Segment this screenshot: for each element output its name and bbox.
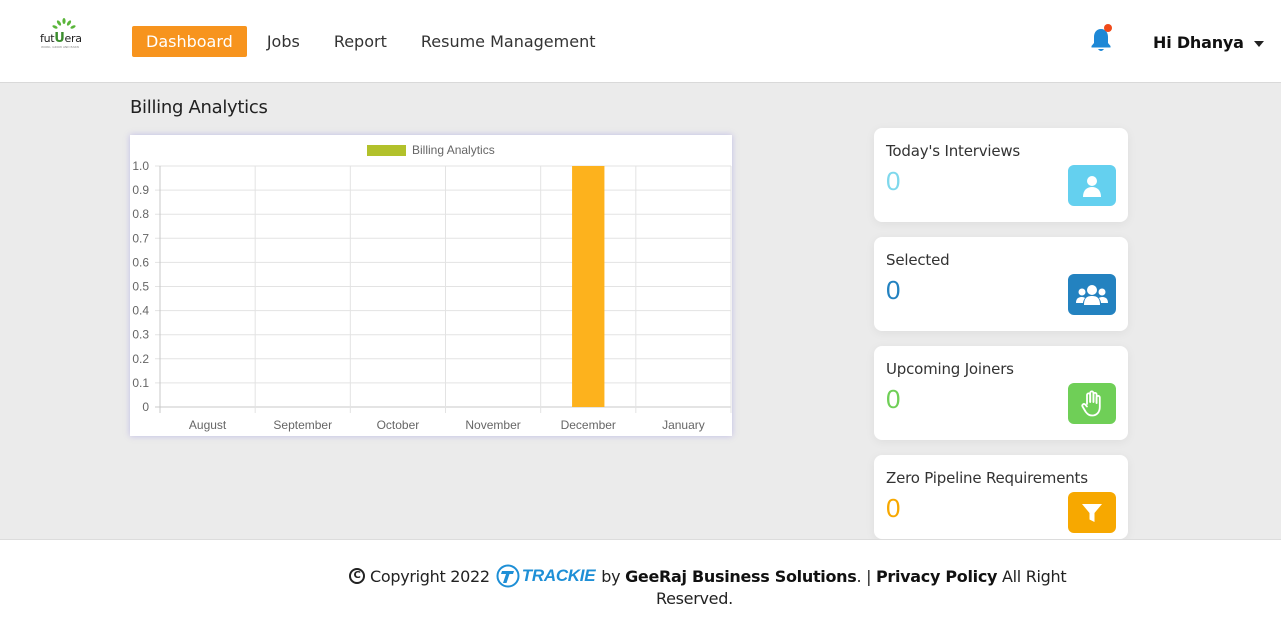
stat-label: Upcoming Joiners [886, 360, 1014, 378]
y-tick-label: 0.8 [132, 207, 149, 221]
leaves-logo-icon [52, 18, 76, 29]
logo-tagline: WORK, GROW AND EARN [41, 45, 79, 49]
caret-down-icon [1253, 40, 1264, 47]
stat-value: 0 [886, 275, 901, 305]
company-link[interactable]: GeeRaj Business Solutions [625, 566, 857, 586]
stat-value: 0 [886, 493, 901, 523]
stat-label: Today's Interviews [886, 142, 1021, 160]
x-tick-label: October [377, 418, 420, 432]
footer: C Copyright 2022 TRACKIE by GeeRaj Busin… [0, 539, 1281, 620]
x-tick-label: September [273, 418, 332, 432]
section-title: Billing Analytics [130, 97, 268, 118]
footer-rights: All Right [1001, 566, 1067, 586]
legend-swatch [367, 145, 406, 156]
x-tick-label: November [465, 418, 520, 432]
x-tick-label: December [561, 418, 616, 432]
y-tick-label: 0.6 [132, 255, 149, 269]
stat-card-selected[interactable]: Selected 0 [874, 237, 1128, 331]
y-tick-label: 0.2 [132, 352, 149, 366]
y-tick-label: 0.4 [132, 304, 149, 318]
y-tick-label: 0.5 [132, 280, 149, 294]
user-greeting: Hi Dhanya [1153, 33, 1244, 52]
nav-resume-management[interactable]: Resume Management [420, 32, 596, 51]
notification-dot [1104, 24, 1112, 32]
footer-by: by [601, 566, 621, 586]
bar [572, 166, 605, 407]
y-tick-label: 0.1 [132, 376, 149, 390]
x-tick-label: January [662, 418, 705, 432]
y-tick-label: 1.0 [132, 159, 149, 173]
trackie-brand[interactable]: TRACKIE [521, 566, 596, 585]
filter-icon [1068, 492, 1116, 533]
nav-report[interactable]: Report [333, 32, 387, 51]
y-tick-label: 0.9 [132, 183, 149, 197]
stat-label: Selected [886, 251, 950, 269]
logo-wordmark: futUera [40, 31, 82, 46]
legend-label: Billing Analytics [412, 143, 495, 157]
nav-dashboard[interactable]: Dashboard [132, 26, 247, 57]
billing-analytics-chart: 0 0.1 0.2 0.3 0.4 0.5 0.6 0.7 0.8 0.9 1.0 August Sep… [130, 135, 732, 436]
y-tick-label: 0.7 [132, 231, 149, 245]
footer-copyright-line: C Copyright 2022 TRACKIE by GeeRaj Busin… [349, 564, 1067, 588]
stat-card-upcoming-joiners[interactable]: Upcoming Joiners 0 [874, 346, 1128, 440]
y-tick-label: 0.3 [132, 328, 149, 342]
stat-card-zero-pipeline[interactable]: Zero Pipeline Requirements 0 [874, 455, 1128, 539]
y-tick-label: 0 [142, 400, 149, 414]
trackie-logo-icon [496, 564, 520, 588]
bell-icon[interactable] [1089, 24, 1113, 53]
stat-card-todays-interviews[interactable]: Today's Interviews 0 [874, 128, 1128, 222]
copyright-icon: C [349, 568, 365, 584]
futuera-logo[interactable]: futUera WORK, GROW AND EARN [38, 18, 90, 52]
footer-reserved: Reserved. [656, 589, 733, 608]
stat-value: 0 [886, 384, 901, 414]
user-menu[interactable]: Hi Dhanya [1153, 33, 1264, 52]
stat-label: Zero Pipeline Requirements [886, 469, 1088, 487]
top-navbar: futUera WORK, GROW AND EARN Dashboard Jo… [0, 0, 1281, 83]
copyright-text: Copyright 2022 [370, 566, 490, 586]
nav-jobs[interactable]: Jobs [266, 32, 300, 51]
chart-svg: 0 0.1 0.2 0.3 0.4 0.5 0.6 0.7 0.8 0.9 1.0 August Sep… [132, 143, 732, 432]
stat-value: 0 [886, 166, 901, 196]
users-group-icon [1068, 274, 1116, 315]
footer-separator: . | [856, 566, 872, 586]
main-nav: Dashboard Jobs Report Resume Management [132, 26, 616, 57]
hand-icon [1068, 383, 1116, 424]
user-icon [1068, 165, 1116, 206]
x-tick-label: August [189, 418, 227, 432]
privacy-policy-link[interactable]: Privacy Policy [875, 566, 998, 586]
